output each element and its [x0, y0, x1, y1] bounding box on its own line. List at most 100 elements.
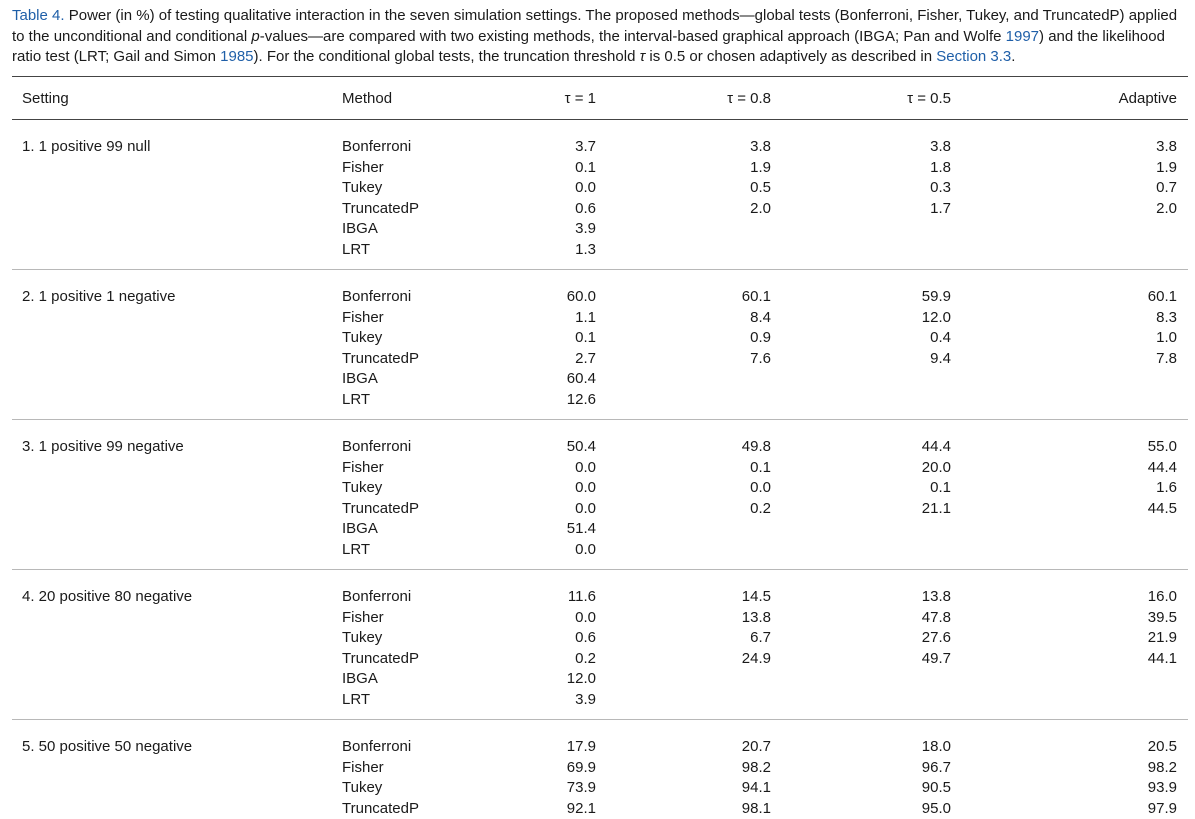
value-tau-1: 60.4 — [507, 369, 607, 390]
value-tau-1: 17.9 — [507, 720, 607, 758]
table-row: Fisher 0.0 13.8 47.8 39.5 — [12, 608, 1188, 629]
table-row: Fisher 0.0 0.1 20.0 44.4 — [12, 458, 1188, 479]
value-tau-0-5 — [782, 540, 962, 570]
value-tau-0-5: 0.4 — [782, 328, 962, 349]
setting-label: 2. 1 positive 1 negative — [12, 270, 342, 308]
value-tau-0-8 — [607, 519, 782, 540]
value-tau-0-5: 1.8 — [782, 158, 962, 179]
table-label: Table 4. — [12, 7, 65, 24]
value-tau-0-8: 0.0 — [607, 478, 782, 499]
value-adaptive: 21.9 — [962, 628, 1188, 649]
method-cell: Tukey — [342, 328, 507, 349]
value-tau-0-5: 3.8 — [782, 120, 962, 158]
value-tau-0-5: 0.1 — [782, 478, 962, 499]
method-cell: Tukey — [342, 178, 507, 199]
value-tau-1: 50.4 — [507, 420, 607, 458]
value-adaptive: 1.6 — [962, 478, 1188, 499]
header-tau-1: τ = 1 — [507, 77, 607, 120]
value-tau-0-8: 3.8 — [607, 120, 782, 158]
table-row: Fisher 0.1 1.9 1.8 1.9 — [12, 158, 1188, 179]
value-tau-0-8: 24.9 — [607, 649, 782, 670]
value-tau-0-5 — [782, 519, 962, 540]
value-adaptive: 44.1 — [962, 649, 1188, 670]
method-cell: LRT — [342, 390, 507, 420]
value-tau-1: 1.1 — [507, 308, 607, 329]
value-tau-1: 0.0 — [507, 178, 607, 199]
value-adaptive: 16.0 — [962, 570, 1188, 608]
citation-link-1985[interactable]: 1985 — [220, 48, 253, 65]
value-tau-1: 0.0 — [507, 458, 607, 479]
table-row: IBGA 51.4 — [12, 519, 1188, 540]
method-cell: Fisher — [342, 158, 507, 179]
table-row: Tukey 0.6 6.7 27.6 21.9 — [12, 628, 1188, 649]
value-tau-1: 0.0 — [507, 608, 607, 629]
table-row: LRT 1.3 — [12, 240, 1188, 270]
setting-label: 1. 1 positive 99 null — [12, 120, 342, 158]
header-setting: Setting — [12, 77, 342, 120]
section-link[interactable]: Section 3.3 — [936, 48, 1011, 65]
value-tau-0-8: 20.7 — [607, 720, 782, 758]
value-adaptive: 1.9 — [962, 158, 1188, 179]
value-tau-0-8: 60.1 — [607, 270, 782, 308]
value-tau-1: 0.1 — [507, 328, 607, 349]
value-tau-1: 0.0 — [507, 540, 607, 570]
table-row: 1. 1 positive 99 null Bonferroni 3.7 3.8… — [12, 120, 1188, 158]
value-tau-0-8: 98.1 — [607, 799, 782, 819]
method-cell: Tukey — [342, 628, 507, 649]
table-row: IBGA 3.9 — [12, 219, 1188, 240]
value-adaptive: 44.4 — [962, 458, 1188, 479]
value-adaptive: 97.9 — [962, 799, 1188, 819]
table-row: LRT 3.9 — [12, 690, 1188, 720]
method-cell: LRT — [342, 690, 507, 720]
method-cell: IBGA — [342, 219, 507, 240]
value-tau-0-5: 0.3 — [782, 178, 962, 199]
value-adaptive — [962, 690, 1188, 720]
value-tau-0-8: 49.8 — [607, 420, 782, 458]
value-tau-1: 73.9 — [507, 778, 607, 799]
value-adaptive — [962, 519, 1188, 540]
header-adaptive: Adaptive — [962, 77, 1188, 120]
value-tau-0-8: 6.7 — [607, 628, 782, 649]
value-tau-1: 0.0 — [507, 478, 607, 499]
method-cell: Bonferroni — [342, 420, 507, 458]
table-row: LRT 12.6 — [12, 390, 1188, 420]
value-tau-0-5: 27.6 — [782, 628, 962, 649]
value-adaptive: 20.5 — [962, 720, 1188, 758]
table-row: 2. 1 positive 1 negative Bonferroni 60.0… — [12, 270, 1188, 308]
method-cell: Tukey — [342, 478, 507, 499]
value-tau-0-8 — [607, 390, 782, 420]
value-adaptive: 39.5 — [962, 608, 1188, 629]
value-tau-0-8: 94.1 — [607, 778, 782, 799]
value-tau-0-5: 49.7 — [782, 649, 962, 670]
value-adaptive — [962, 390, 1188, 420]
value-tau-1: 60.0 — [507, 270, 607, 308]
header-method: Method — [342, 77, 507, 120]
value-adaptive: 60.1 — [962, 270, 1188, 308]
method-cell: IBGA — [342, 669, 507, 690]
caption-p-italic: p — [251, 28, 259, 45]
value-tau-0-5: 13.8 — [782, 570, 962, 608]
table-body: 1. 1 positive 99 null Bonferroni 3.7 3.8… — [12, 120, 1188, 819]
value-tau-0-8: 2.0 — [607, 199, 782, 220]
citation-link-1997[interactable]: 1997 — [1006, 28, 1039, 45]
table-row: TruncatedP 92.1 98.1 95.0 97.9 — [12, 799, 1188, 819]
method-cell: Bonferroni — [342, 570, 507, 608]
value-tau-0-5: 21.1 — [782, 499, 962, 520]
value-tau-0-5 — [782, 690, 962, 720]
value-tau-1: 92.1 — [507, 799, 607, 819]
header-tau-0-8: τ = 0.8 — [607, 77, 782, 120]
value-tau-0-8: 0.5 — [607, 178, 782, 199]
page: Table 4. Power (in %) of testing qualita… — [0, 0, 1195, 778]
value-tau-1: 11.6 — [507, 570, 607, 608]
value-tau-1: 1.3 — [507, 240, 607, 270]
method-cell: Bonferroni — [342, 720, 507, 758]
table-row: IBGA 60.4 — [12, 369, 1188, 390]
value-tau-1: 0.6 — [507, 628, 607, 649]
value-tau-0-8 — [607, 240, 782, 270]
method-cell: Fisher — [342, 458, 507, 479]
value-adaptive — [962, 540, 1188, 570]
value-adaptive: 3.8 — [962, 120, 1188, 158]
caption-text-d: ). For the conditional global tests, the… — [254, 48, 640, 65]
value-adaptive — [962, 219, 1188, 240]
table-row: LRT 0.0 — [12, 540, 1188, 570]
